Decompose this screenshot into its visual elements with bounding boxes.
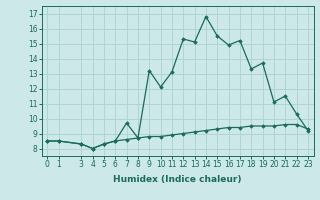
X-axis label: Humidex (Indice chaleur): Humidex (Indice chaleur): [113, 175, 242, 184]
